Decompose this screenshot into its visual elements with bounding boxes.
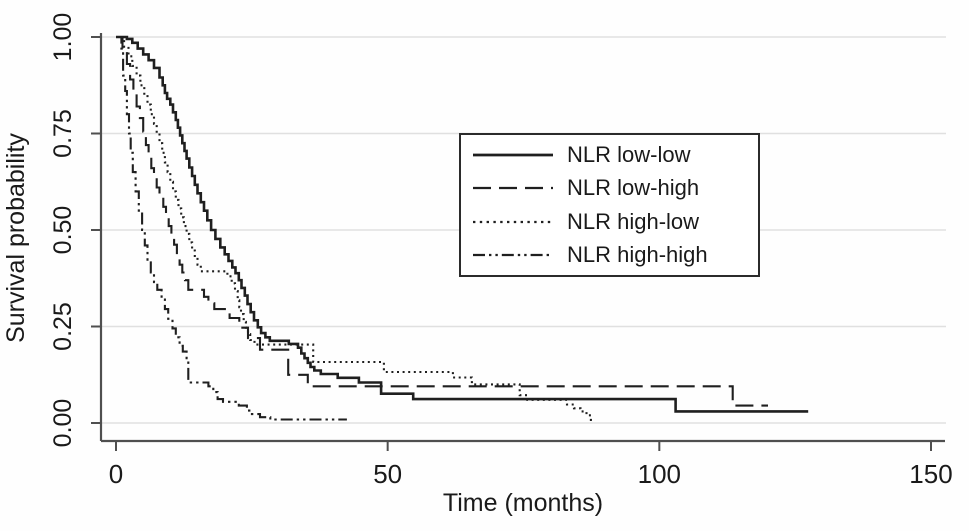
series-curve-nlr-low-high [116,35,768,407]
legend-item-nlr-high-low: NLR high-low [471,205,758,239]
y-tick-label: 1.00 [49,13,77,62]
series-curve-nlr-high-low [116,35,595,421]
y-tick-label: 0.75 [49,109,77,158]
legend-item-nlr-high-high: NLR high-high [471,239,758,273]
y-axis-title: Survival probability [2,133,30,343]
legend-item-nlr-low-high: NLR low-high [471,172,758,206]
legend-line-sample-dash-dot-dot-icon [473,254,553,257]
x-tick-label: 150 [909,459,952,489]
legend-label: NLR high-high [567,242,708,268]
y-tick-label: 0.00 [49,399,77,448]
x-axis-title: Time (months) [443,489,603,517]
x-tick-label: 50 [373,459,402,489]
y-tick-label: 0.50 [49,206,77,255]
legend-label: NLR low-low [567,141,691,167]
legend-label: NLR low-high [567,175,700,201]
legend-label: NLR high-low [567,208,700,234]
x-tick-label: 0 [109,459,123,489]
series-curve-nlr-low-low [116,35,809,413]
y-tick-label: 0.25 [49,302,77,351]
legend-line-sample-dashed-icon [473,187,553,190]
series-curve-nlr-high-high [116,35,347,421]
legend-item-nlr-low-low: NLR low-low [471,138,758,172]
legend-line-sample-dotted-icon [473,220,553,223]
x-tick-label: 100 [638,459,681,489]
legend-box: NLR low-low NLR low-high NLR high-low NL… [459,133,760,277]
legend-line-sample-solid-icon [473,153,553,157]
